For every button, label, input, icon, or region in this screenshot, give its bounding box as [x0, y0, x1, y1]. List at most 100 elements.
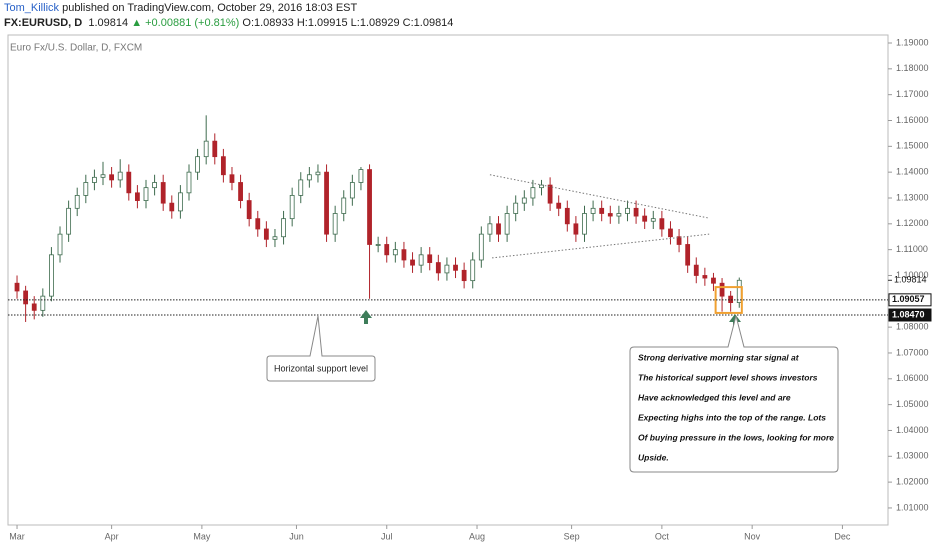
- candle-body: [530, 187, 536, 199]
- candle-body: [349, 182, 355, 199]
- candle-body: [384, 244, 390, 256]
- candle-body: [444, 264, 450, 274]
- candle-body: [478, 233, 484, 261]
- candle-body: [57, 233, 63, 256]
- candle-body: [392, 249, 398, 256]
- candle-body: [375, 244, 381, 246]
- candle-body: [281, 218, 286, 238]
- y-tick-label: 1.12000: [896, 218, 929, 228]
- candle-body: [676, 236, 682, 245]
- candle-body: [40, 295, 46, 311]
- y-tick-label: 1.06000: [896, 373, 929, 383]
- x-tick-label: Sep: [564, 531, 580, 541]
- candle-body: [650, 218, 656, 222]
- callout-text: Upside.: [638, 452, 669, 462]
- x-tick-label: Jul: [381, 531, 393, 541]
- candle-body: [100, 174, 106, 178]
- candle-body: [461, 269, 467, 282]
- callout-box: [266, 315, 376, 382]
- y-tick-label: 1.17000: [896, 89, 929, 99]
- candle-body: [573, 223, 579, 235]
- candle-body: [203, 140, 209, 158]
- candle-body: [410, 259, 415, 266]
- candle-body: [31, 303, 37, 311]
- level-tag: [888, 293, 932, 307]
- candle-body: [315, 171, 321, 176]
- callout-text: The historical support level shows inves…: [638, 372, 818, 382]
- change: ▲ +0.00881 (+0.81%): [131, 17, 240, 29]
- callout-text: Have acknowledged this level and are: [638, 392, 791, 402]
- candle-body: [186, 171, 192, 194]
- candle-body: [668, 228, 673, 238]
- candle-body: [246, 200, 252, 220]
- candle-body: [238, 182, 243, 201]
- candle-body: [306, 174, 312, 181]
- x-tick-label: Jun: [289, 531, 304, 541]
- candle-body: [513, 202, 519, 214]
- x-tick-label: Mar: [9, 531, 25, 541]
- y-tick-label: 1.19000: [896, 37, 929, 47]
- candle-body: [134, 192, 140, 201]
- header-line: Tom_Killick published on TradingView.com…: [4, 2, 357, 14]
- candle-body: [582, 213, 587, 235]
- candle-body: [496, 223, 501, 235]
- candle-body: [143, 187, 149, 201]
- symbol-line: FX:EURUSD, D 1.09814 ▲ +0.00881 (+0.81%)…: [4, 17, 453, 29]
- candle-body: [435, 262, 441, 274]
- published: published on TradingView.com, October 29…: [62, 2, 358, 14]
- candle-body: [152, 182, 157, 189]
- candle-body: [625, 207, 630, 214]
- candle-body: [564, 207, 570, 225]
- arrow-up: [360, 310, 372, 324]
- candle-body: [685, 244, 691, 266]
- candle-body: [642, 215, 648, 222]
- candle-body: [521, 197, 527, 204]
- y-tick-label: 1.15000: [896, 141, 929, 151]
- candle-body: [702, 275, 708, 279]
- ohlc-low: L:1.08929: [350, 17, 400, 29]
- candle-body: [401, 249, 407, 261]
- candle-body: [83, 182, 89, 196]
- candle-body: [358, 169, 364, 183]
- ohlc-high: H:1.09915: [296, 17, 348, 29]
- symbol: FX:EURUSD, D: [4, 17, 83, 29]
- level-tag: [888, 308, 932, 322]
- y-tick-label: 1.13000: [896, 192, 929, 202]
- candle-body: [126, 171, 132, 194]
- candle-body: [547, 184, 553, 204]
- candle-body: [324, 171, 329, 235]
- candle-body: [711, 277, 716, 284]
- candle-body: [74, 195, 80, 209]
- candle-body: [599, 207, 605, 214]
- price-label: 1.09814: [894, 275, 927, 285]
- candle-body: [298, 179, 304, 196]
- candle-body: [590, 207, 596, 214]
- candle-body: [418, 254, 424, 266]
- level-label: 1.08470: [892, 309, 925, 319]
- candle-body: [92, 176, 97, 183]
- candle-body: [633, 207, 639, 217]
- level-label: 1.09057: [892, 294, 925, 304]
- candle-body: [23, 290, 29, 305]
- author[interactable]: Tom_Killick: [4, 2, 60, 14]
- ohlc-close: C:1.09814: [402, 17, 454, 29]
- candle-body: [427, 254, 433, 263]
- x-tick-label: May: [193, 531, 211, 541]
- y-tick-label: 1.11000: [896, 244, 928, 254]
- candle-body: [607, 213, 613, 217]
- y-tick-label: 1.02000: [896, 476, 929, 486]
- x-tick-label: Oct: [655, 531, 670, 541]
- ohlc-open: O:1.08933: [242, 17, 294, 29]
- last-price: 1.09814: [88, 17, 129, 29]
- y-tick-label: 1.14000: [896, 167, 929, 177]
- callout-text: Strong derivative morning star signal at: [638, 352, 800, 362]
- candle-body: [272, 236, 278, 240]
- y-tick-label: 1.04000: [896, 425, 929, 435]
- y-tick-label: 1.10000: [896, 270, 929, 280]
- x-tick-label: Apr: [105, 531, 119, 541]
- y-tick-label: 1.01000: [896, 502, 929, 512]
- candle-body: [367, 169, 372, 245]
- callout-box: [629, 315, 839, 473]
- chart-title: Euro Fx/U.S. Dollar, D, FXCM: [10, 43, 142, 54]
